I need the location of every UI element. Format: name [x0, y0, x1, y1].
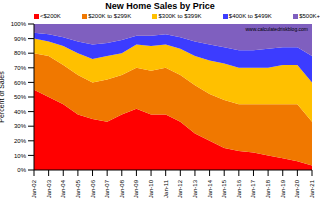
- svg-text:Jan-11: Jan-11: [163, 179, 169, 198]
- svg-text:Jan-20: Jan-20: [294, 179, 300, 198]
- svg-text:Jan-03: Jan-03: [46, 179, 52, 198]
- svg-text:70%: 70%: [14, 65, 27, 71]
- html-text:$400K to $499K: $400K to $499K: [228, 13, 272, 19]
- svg-text:Jan-14: Jan-14: [207, 179, 213, 198]
- svg-text:Jan-16: Jan-16: [236, 179, 242, 198]
- html-text:<$200K: <$200K: [40, 13, 61, 19]
- svg-text:Jan-06: Jan-06: [90, 179, 96, 198]
- svg-text:10%: 10%: [14, 153, 27, 159]
- svg-text:Jan-04: Jan-04: [60, 179, 66, 198]
- svg-text:80%: 80%: [14, 50, 27, 56]
- html-text:$500K+: $500K+: [299, 13, 320, 19]
- svg-text:Percent of Sales: Percent of Sales: [0, 71, 5, 123]
- html-text:New Home Sales by Price: New Home Sales by Price: [105, 1, 215, 11]
- html-text:$300K to $399K: $300K to $399K: [158, 13, 202, 19]
- svg-text:30%: 30%: [14, 123, 27, 129]
- svg-text:Jan-05: Jan-05: [75, 179, 81, 198]
- svg-text:Jan-17: Jan-17: [250, 179, 256, 198]
- svg-text:Jan-13: Jan-13: [192, 179, 198, 198]
- svg-text:Jan-18: Jan-18: [265, 179, 271, 198]
- html-text:$200K to $299K: $200K to $299K: [88, 13, 132, 19]
- svg-text:Jan-08: Jan-08: [119, 179, 125, 198]
- svg-text:20%: 20%: [14, 138, 27, 144]
- svg-text:Jan-12: Jan-12: [177, 179, 183, 198]
- svg-text:90%: 90%: [14, 36, 27, 42]
- svg-text:Jan-02: Jan-02: [31, 179, 37, 198]
- svg-text:40%: 40%: [14, 109, 27, 115]
- html-text:www.calculatedriskblog.com: www.calculatedriskblog.com: [245, 26, 308, 32]
- svg-text:Jan-21: Jan-21: [309, 179, 315, 198]
- svg-text:Jan-09: Jan-09: [133, 179, 139, 198]
- svg-text:0%: 0%: [17, 167, 26, 173]
- svg-text:Jan-15: Jan-15: [221, 179, 227, 198]
- svg-text:100%: 100%: [11, 22, 27, 27]
- svg-text:Jan-19: Jan-19: [280, 179, 286, 198]
- svg-text:50%: 50%: [14, 94, 27, 100]
- svg-text:Jan-10: Jan-10: [148, 179, 154, 198]
- svg-text:60%: 60%: [14, 80, 27, 86]
- svg-text:Jan-07: Jan-07: [104, 179, 110, 198]
